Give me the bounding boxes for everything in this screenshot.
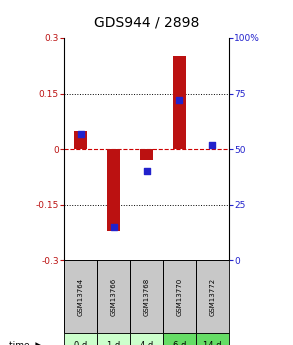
Bar xyxy=(107,149,120,231)
Text: GSM13770: GSM13770 xyxy=(176,278,182,316)
FancyBboxPatch shape xyxy=(97,260,130,333)
Point xyxy=(79,131,83,136)
Point xyxy=(177,98,182,103)
FancyBboxPatch shape xyxy=(97,333,130,345)
Point xyxy=(210,142,214,148)
Text: time  ▶: time ▶ xyxy=(9,341,42,345)
Text: GDS944 / 2898: GDS944 / 2898 xyxy=(94,16,199,29)
Text: GSM13768: GSM13768 xyxy=(144,278,149,316)
FancyBboxPatch shape xyxy=(130,333,163,345)
FancyBboxPatch shape xyxy=(64,260,97,333)
Text: GSM13764: GSM13764 xyxy=(78,278,84,316)
Text: GSM13772: GSM13772 xyxy=(209,278,215,316)
Text: 4 d: 4 d xyxy=(140,341,153,345)
Point xyxy=(144,169,149,174)
Text: 1 d: 1 d xyxy=(107,341,120,345)
Text: 14 d: 14 d xyxy=(203,341,222,345)
FancyBboxPatch shape xyxy=(163,260,196,333)
FancyBboxPatch shape xyxy=(163,333,196,345)
FancyBboxPatch shape xyxy=(196,260,229,333)
Bar xyxy=(173,57,186,149)
Text: 0 d: 0 d xyxy=(74,341,88,345)
Bar xyxy=(140,149,153,160)
FancyBboxPatch shape xyxy=(64,333,97,345)
Text: GSM13766: GSM13766 xyxy=(111,278,117,316)
FancyBboxPatch shape xyxy=(196,333,229,345)
FancyBboxPatch shape xyxy=(130,260,163,333)
Bar xyxy=(74,131,87,149)
Text: 6 d: 6 d xyxy=(173,341,186,345)
Point xyxy=(111,224,116,230)
